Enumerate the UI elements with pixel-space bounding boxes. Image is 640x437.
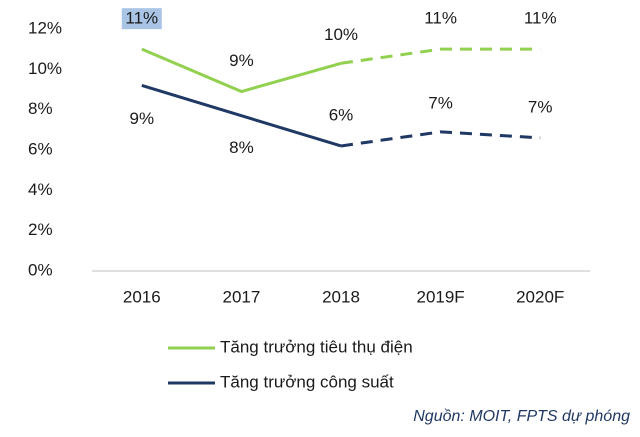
data-label: 8% xyxy=(229,138,254,157)
y-tick-label: 10% xyxy=(28,59,62,78)
x-tick-label: 2018 xyxy=(322,287,360,306)
x-tick-label: 2020F xyxy=(516,287,564,306)
source-note: Nguồn: MOIT, FPTS dự phóng xyxy=(413,408,630,425)
data-label: 7% xyxy=(528,97,553,116)
series-line xyxy=(141,47,342,94)
data-label: 9% xyxy=(229,51,254,70)
y-tick-label: 0% xyxy=(28,260,53,279)
data-label: 6% xyxy=(329,105,354,124)
x-tick-label: 2016 xyxy=(123,287,161,306)
y-tick-label: 2% xyxy=(28,220,53,239)
data-label: 11% xyxy=(424,9,457,28)
y-tick-label: 6% xyxy=(28,139,53,158)
x-tick-label: 2019F xyxy=(416,287,464,306)
x-tick-label: 2017 xyxy=(222,287,260,306)
y-tick-label: 12% xyxy=(28,18,62,37)
legend-label: Tăng trưởng tiêu thụ điện xyxy=(220,337,413,356)
y-tick-label: 8% xyxy=(28,99,53,118)
series-line xyxy=(340,47,541,65)
data-label: 11% xyxy=(524,9,557,28)
data-label: 10% xyxy=(324,25,358,44)
legend-label: Tăng trưởng công suất xyxy=(220,372,394,391)
series-line xyxy=(340,130,541,148)
y-tick-label: 4% xyxy=(28,180,53,199)
series-line xyxy=(141,84,342,148)
data-label: 9% xyxy=(130,109,155,128)
data-label: 7% xyxy=(428,93,453,112)
data-label: 11% xyxy=(125,9,158,28)
label-highlight xyxy=(121,8,162,30)
